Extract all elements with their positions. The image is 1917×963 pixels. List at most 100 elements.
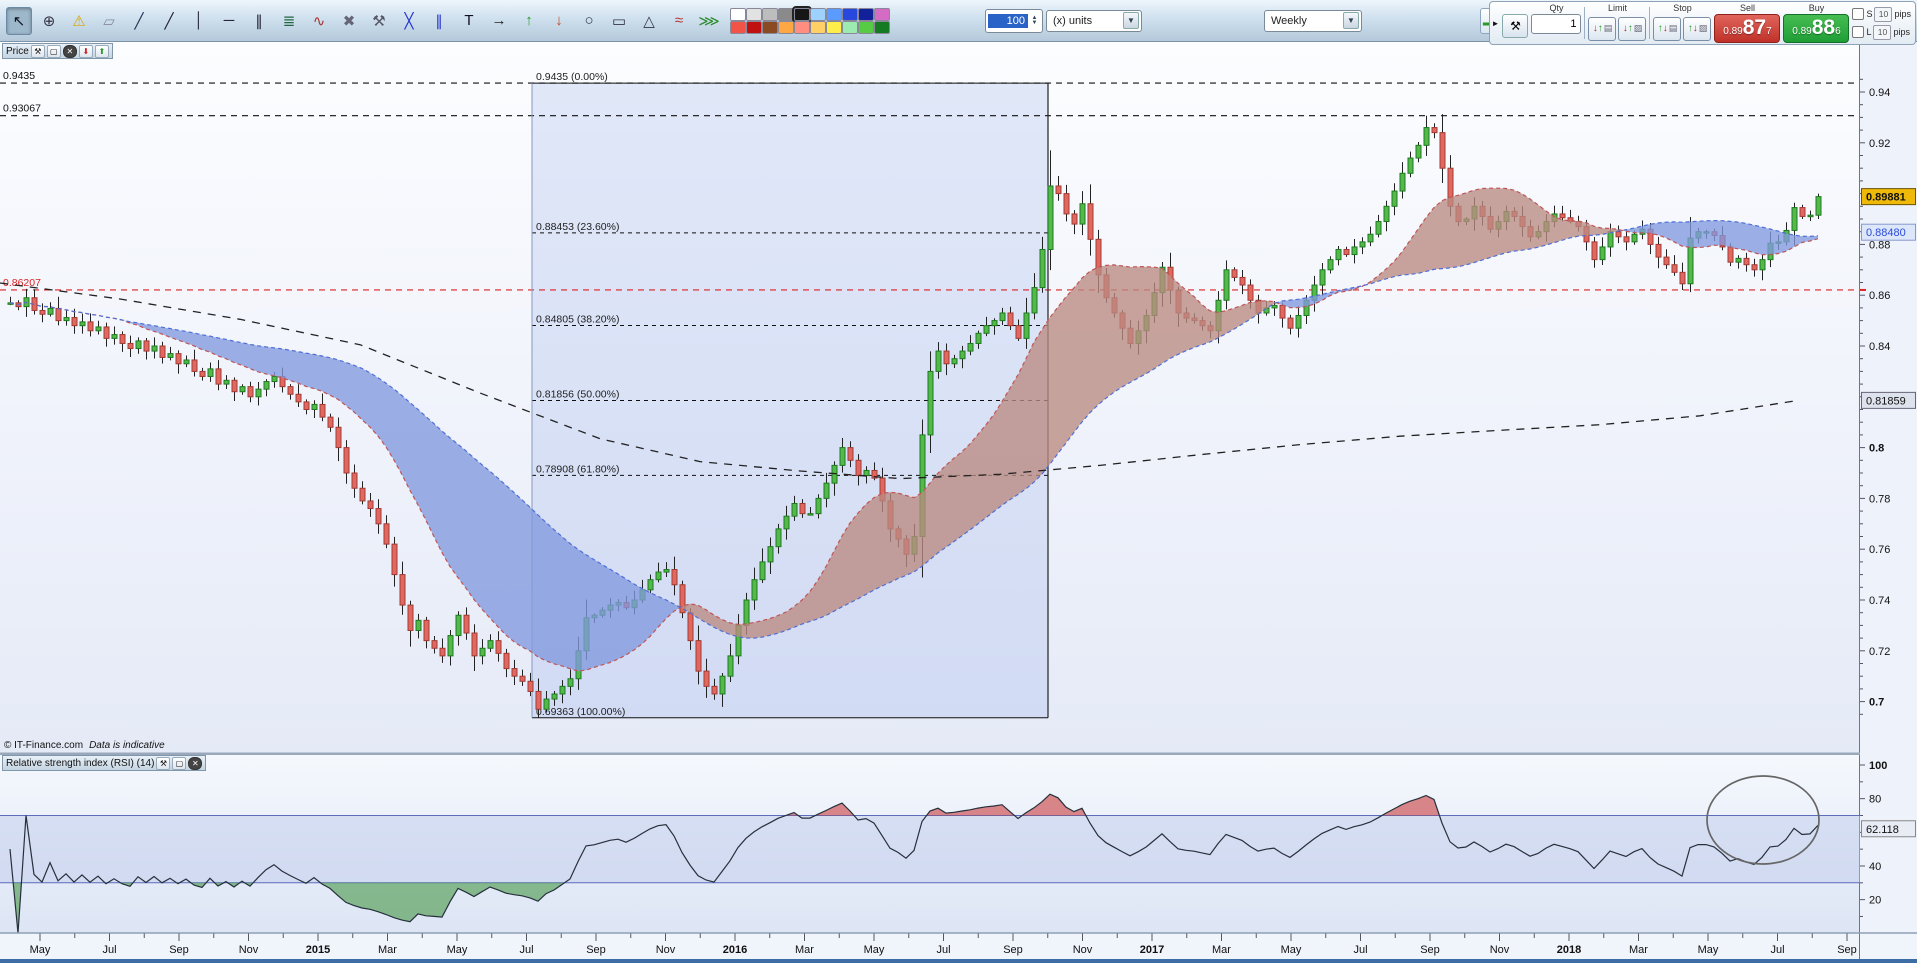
svg-text:0.72: 0.72 bbox=[1869, 646, 1890, 658]
svg-text:Sep: Sep bbox=[1003, 944, 1023, 956]
svg-text:Mar: Mar bbox=[1212, 944, 1231, 956]
stop-checkbox[interactable] bbox=[1852, 8, 1865, 20]
wrench-icon[interactable]: ⚒ bbox=[30, 44, 45, 58]
svg-text:Nov: Nov bbox=[239, 944, 259, 956]
svg-text:Jul: Jul bbox=[1770, 944, 1784, 956]
stop-group: Stop ↑ ↓ ▤ ↑ ↓ ▨ bbox=[1653, 3, 1712, 43]
cursor-tool-icon[interactable]: ↖ bbox=[6, 6, 32, 35]
svg-text:20: 20 bbox=[1869, 895, 1881, 907]
chevron-down-icon: ▼ bbox=[1343, 12, 1359, 29]
window-icon[interactable]: ▢ bbox=[172, 756, 187, 770]
limit-pips-input[interactable]: 10 bbox=[1873, 24, 1892, 40]
channel-tool-icon[interactable]: ∥ bbox=[255, 12, 263, 30]
stop-order-button-2[interactable]: ↑ ↓ ▨ bbox=[1683, 16, 1712, 41]
color-swatch[interactable] bbox=[858, 8, 874, 21]
color-swatch[interactable] bbox=[842, 8, 858, 21]
delete-drawings-icon[interactable]: ✖ bbox=[342, 12, 356, 30]
fib-retracement-tool-icon[interactable]: ≣ bbox=[282, 12, 296, 30]
color-swatch[interactable] bbox=[858, 21, 874, 34]
deal-settings-button[interactable]: ⚒ bbox=[1502, 14, 1529, 38]
rectangle-tool-icon[interactable]: ▭ bbox=[611, 12, 627, 30]
svg-text:Jul: Jul bbox=[1353, 944, 1367, 956]
wedge-pattern-tool-icon[interactable]: ⋙ bbox=[698, 12, 720, 30]
stop-order-button-1[interactable]: ↑ ↓ ▤ bbox=[1653, 16, 1682, 41]
svg-text:0.74: 0.74 bbox=[1869, 595, 1890, 607]
stop-limit-quick-settings: S 10 pips L 10 pips bbox=[1852, 3, 1911, 43]
window-icon[interactable]: ▢ bbox=[46, 44, 61, 58]
buy-button[interactable]: 0.89 88 6 bbox=[1783, 14, 1850, 43]
panel-collapse-icon[interactable]: ► bbox=[1491, 18, 1500, 28]
arrow-up-tool-icon[interactable]: ↑ bbox=[525, 12, 533, 29]
sell-button[interactable]: 0.89 87 7 bbox=[1714, 14, 1781, 43]
color-swatch[interactable] bbox=[762, 21, 778, 34]
dealing-panel: ► ⚒ Qty Limit ↓↑▤ ↓↑▨ Stop ↑↓▤ ↑↓▨ Sell … bbox=[1488, 1, 1916, 45]
move-down-icon[interactable]: ⬇ bbox=[78, 44, 93, 58]
zigzag-pattern-tool-icon[interactable]: ≈ bbox=[674, 12, 684, 29]
tool-buttons: ↖ ⊕ ⚠ ▱ ╱ ╱ │ ─ ∥ ≣ ∿ ✖ ⚒ ╳ ∥ T → ↑ ↓ ○ ▭ △ ≈ ⋙ bbox=[4, 6, 724, 35]
color-swatch[interactable] bbox=[730, 8, 746, 21]
trendline-tool-icon[interactable]: ╱ bbox=[164, 12, 174, 30]
ellipse-tool-icon[interactable]: ○ bbox=[584, 12, 594, 29]
color-swatch[interactable] bbox=[794, 21, 810, 34]
alerts-icon[interactable]: ⚠ bbox=[72, 12, 86, 30]
zoom-tool-icon[interactable]: ⊕ bbox=[42, 12, 56, 30]
vertical-line-tool-icon[interactable]: │ bbox=[194, 12, 204, 29]
svg-text:0.81859: 0.81859 bbox=[1866, 395, 1906, 407]
color-swatch[interactable] bbox=[810, 21, 826, 34]
arrow-right-tool-icon[interactable]: → bbox=[491, 12, 507, 29]
segment-tool-icon[interactable]: ╱ bbox=[134, 12, 144, 30]
svg-text:0.84: 0.84 bbox=[1869, 341, 1890, 353]
color-swatch[interactable] bbox=[842, 21, 858, 34]
svg-text:Sep: Sep bbox=[586, 944, 606, 956]
regression-tool-icon[interactable]: ∿ bbox=[312, 12, 326, 30]
color-swatch[interactable] bbox=[730, 21, 746, 34]
cross-lines-tool-icon[interactable]: ╳ bbox=[404, 12, 414, 30]
order-size-stepper[interactable]: ▲ ▼ bbox=[1031, 14, 1038, 26]
color-swatch[interactable] bbox=[874, 8, 890, 21]
units-select[interactable]: (x) units ▼ bbox=[1046, 9, 1142, 32]
timeframe-select[interactable]: Weekly ▼ bbox=[1264, 9, 1362, 32]
limit-order-button-1[interactable]: ↓ ↑ ▤ bbox=[1588, 16, 1617, 41]
color-swatch[interactable] bbox=[874, 21, 890, 34]
color-swatch[interactable] bbox=[746, 8, 762, 21]
order-size-input[interactable]: 100 bbox=[988, 13, 1028, 28]
svg-text:0.9435 (0.00%): 0.9435 (0.00%) bbox=[536, 71, 608, 83]
color-swatch[interactable] bbox=[778, 21, 794, 34]
color-swatch[interactable] bbox=[762, 8, 778, 21]
close-icon[interactable]: ✕ bbox=[62, 44, 77, 58]
svg-text:Jul: Jul bbox=[519, 944, 533, 956]
arrow-down-tool-icon[interactable]: ↓ bbox=[555, 12, 563, 29]
limit-checkbox[interactable] bbox=[1852, 26, 1865, 38]
deal-qty-input[interactable] bbox=[1531, 14, 1582, 34]
close-icon[interactable]: ✕ bbox=[188, 756, 203, 770]
color-swatch[interactable] bbox=[810, 8, 826, 21]
limit-order-button-2[interactable]: ↓ ↑ ▨ bbox=[1618, 16, 1647, 41]
svg-text:Mar: Mar bbox=[795, 944, 814, 956]
drawing-settings-icon[interactable]: ⚒ bbox=[372, 12, 386, 30]
svg-text:Nov: Nov bbox=[1490, 944, 1510, 956]
stop-pips-input[interactable]: 10 bbox=[1874, 6, 1893, 22]
parallel-lines-tool-icon[interactable]: ∥ bbox=[435, 12, 443, 30]
price-panel-tab[interactable]: Price ⚒ ▢ ✕ ⬇ ⬆ bbox=[2, 43, 113, 59]
svg-text:0.92: 0.92 bbox=[1869, 138, 1890, 150]
color-swatch[interactable] bbox=[826, 21, 842, 34]
chevron-down-icon: ▼ bbox=[1123, 12, 1139, 29]
color-swatch[interactable] bbox=[778, 8, 794, 21]
qty-group: Qty bbox=[1531, 3, 1582, 43]
svg-text:May: May bbox=[864, 944, 885, 956]
ruler-icon[interactable]: ▱ bbox=[103, 12, 115, 30]
svg-text:0.69363 (100.00%): 0.69363 (100.00%) bbox=[536, 706, 625, 718]
horizontal-line-tool-icon[interactable]: ─ bbox=[223, 12, 235, 29]
svg-text:40: 40 bbox=[1869, 861, 1881, 873]
price-panel-title: Price bbox=[6, 45, 29, 57]
move-up-icon[interactable]: ⬆ bbox=[94, 44, 109, 58]
text-tool-icon[interactable]: T bbox=[464, 12, 474, 29]
color-swatch[interactable] bbox=[792, 6, 812, 23]
wrench-icon[interactable]: ⚒ bbox=[156, 756, 171, 770]
color-swatch[interactable] bbox=[746, 21, 762, 34]
rsi-panel-tab[interactable]: Relative strength index (RSI) (14) ⚒ ▢ ✕ bbox=[2, 755, 207, 771]
triangle-tool-icon[interactable]: △ bbox=[643, 12, 655, 30]
svg-text:0.8: 0.8 bbox=[1869, 443, 1884, 455]
color-swatch[interactable] bbox=[826, 8, 842, 21]
